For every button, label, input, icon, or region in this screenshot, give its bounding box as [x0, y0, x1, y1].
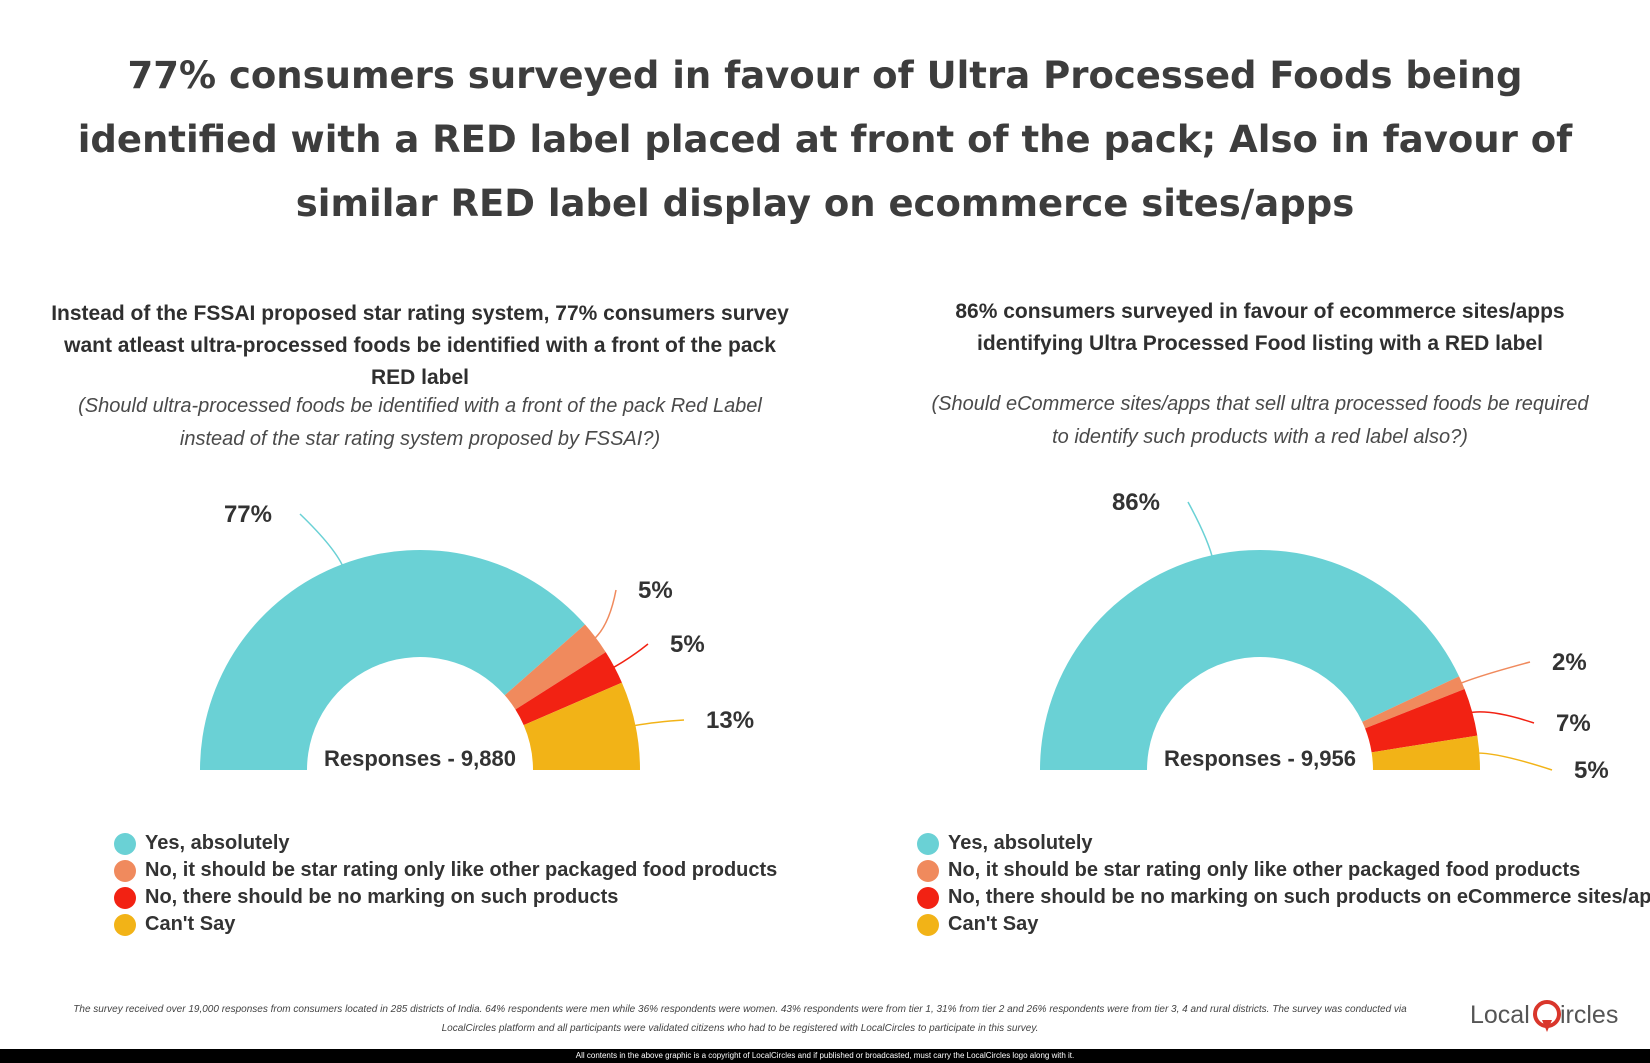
legend-item-yes: Yes, absolutely	[917, 830, 1650, 857]
headline: 77% consumers surveyed in favour of Ultr…	[77, 54, 1573, 225]
slice-cant-say-value-label: 5%	[1574, 757, 1609, 784]
slice-cant-say	[1371, 735, 1480, 770]
legend-item-no-star: No, it should be star rating only like o…	[114, 857, 777, 884]
legend-label: No, it should be star rating only like o…	[145, 859, 778, 881]
legend-swatch-cant-say	[917, 913, 939, 936]
slice-no-star-value-label: 5%	[638, 577, 673, 604]
legend-label: Can't Say	[145, 913, 236, 935]
slice-yes-leader-line	[299, 513, 346, 571]
slice-cant-say-value-label: 13%	[706, 707, 754, 734]
slice-yes	[200, 550, 586, 770]
logo-text-left: Local	[1470, 1001, 1530, 1029]
chart-2-title: 86% consumers surveyed in favour of ecom…	[955, 300, 1565, 355]
slice-yes	[1040, 550, 1460, 770]
legend-item-no-marking: No, there should be no marking on such p…	[114, 884, 777, 911]
slice-no-marking-value-label: 7%	[1556, 710, 1591, 737]
copyright-bar: All contents in the above graphic is a c…	[0, 1049, 1650, 1063]
logo-pin-icon	[1533, 1000, 1561, 1032]
legend-swatch-yes	[114, 832, 136, 855]
legend-swatch-no-marking	[114, 886, 136, 909]
slice-yes-leader-line	[1187, 501, 1215, 562]
slice-cant-say	[523, 682, 640, 770]
logo-text-right: ircles	[1560, 1001, 1618, 1029]
legend-label: No, it should be star rating only like o…	[948, 859, 1581, 881]
slice-cant-say-leader-line	[1473, 752, 1553, 771]
legend-swatch-cant-say	[114, 913, 136, 936]
slice-no-star-value-label: 2%	[1552, 649, 1587, 676]
slice-yes-value-label: 86%	[1112, 489, 1160, 516]
survey-footnote: The survey received over 19,000 response…	[73, 1004, 1407, 1034]
slice-cant-say-leader-line	[629, 719, 685, 728]
chart-1-title: Instead of the FSSAI proposed star ratin…	[51, 302, 789, 389]
chart-2-legend: Yes, absolutely No, it should be star ra…	[917, 830, 1650, 938]
slice-no-marking	[515, 652, 622, 726]
chart-2-question: (Should eCommerce sites/apps that sell u…	[931, 393, 1589, 448]
responses-count: Responses - 9,956	[1164, 746, 1356, 771]
localcircles-logo: Local ircles	[1470, 1000, 1618, 1032]
legend-swatch-yes	[917, 832, 939, 855]
legend-label: No, there should be no marking on such p…	[145, 886, 619, 908]
legend-item-no-marking: No, there should be no marking on such p…	[917, 884, 1650, 911]
slice-no-marking	[1365, 689, 1478, 753]
slice-no-marking-leader-line	[608, 643, 649, 671]
slice-no-star	[1362, 676, 1465, 729]
responses-count: Responses - 9,880	[324, 746, 516, 771]
slice-no-marking-value-label: 5%	[670, 631, 705, 658]
legend-item-cant-say: Can't Say	[114, 911, 777, 938]
legend-item-yes: Yes, absolutely	[114, 830, 777, 857]
slice-yes-value-label: 77%	[224, 501, 272, 528]
legend-label: No, there should be no marking on such p…	[948, 886, 1650, 908]
legend-label: Can't Say	[948, 913, 1039, 935]
chart-1-half-donut: 77% 5% 5% 13% Responses - 9,880	[200, 501, 754, 771]
legend-swatch-no-marking	[917, 886, 939, 909]
slice-no-marking-leader-line	[1466, 711, 1535, 724]
slice-no-star-leader-line	[1456, 661, 1531, 686]
chart-2-half-donut: 86% 2% 7% 5% Responses - 9,956	[1040, 489, 1609, 784]
legend-label: Yes, absolutely	[145, 832, 290, 854]
slice-no-star-leader-line	[590, 589, 617, 643]
legend-item-cant-say: Can't Say	[917, 911, 1650, 938]
legend-swatch-no-star	[114, 859, 136, 882]
legend-swatch-no-star	[917, 859, 939, 882]
chart-1-legend: Yes, absolutely No, it should be star ra…	[114, 830, 777, 938]
slice-no-star	[504, 624, 606, 710]
chart-1-question: (Should ultra-processed foods be identif…	[78, 395, 762, 450]
legend-item-no-star: No, it should be star rating only like o…	[917, 857, 1650, 884]
legend-label: Yes, absolutely	[948, 832, 1093, 854]
